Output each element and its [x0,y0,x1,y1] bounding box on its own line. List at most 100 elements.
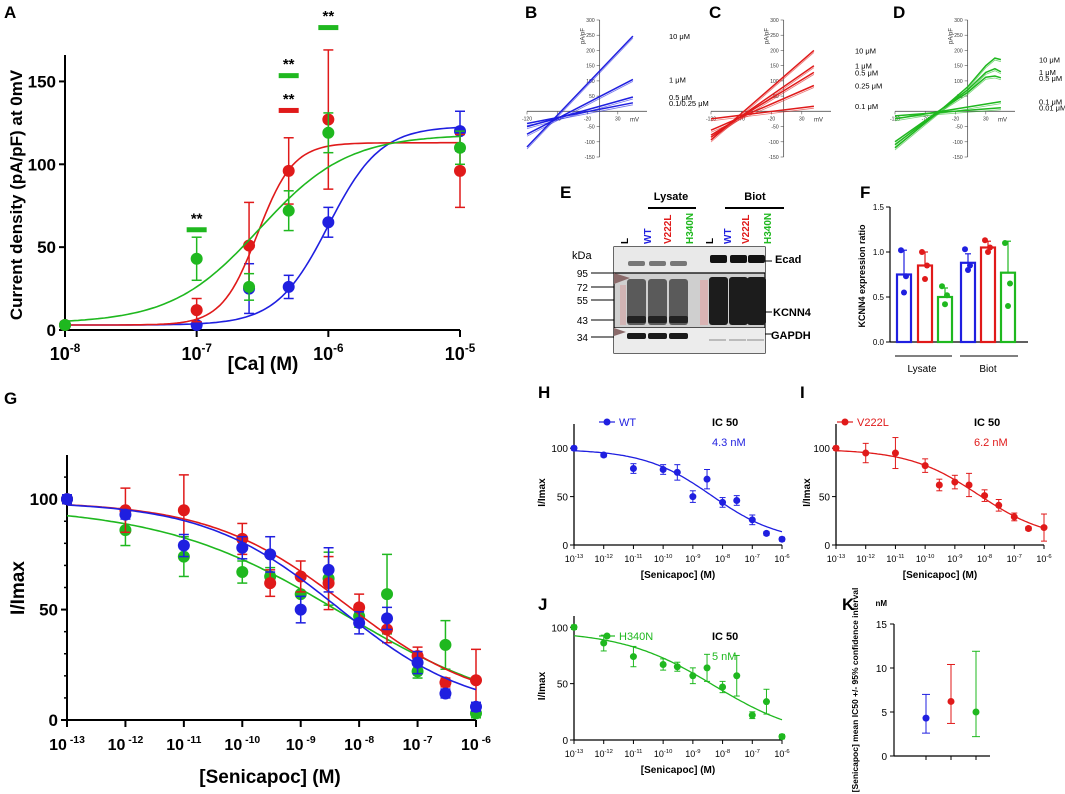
trace-label: 0.5 μM [855,68,878,77]
trace-label: 0.25 μM [855,81,882,90]
data-point [733,496,741,504]
data-point-V222L [177,504,190,517]
band-ecad [748,255,765,263]
legend-label: H340N [619,631,653,643]
band-label-gapdh: GAPDH [771,330,811,342]
x-tick-label: -70 [922,116,929,122]
data-point [995,501,1003,509]
ladder-mark [614,273,630,284]
tick-base: 10 [313,344,333,364]
data-point [629,465,637,473]
x-tick-label: 10-7 [745,749,760,759]
data-point-WT [236,541,249,554]
kda-label: kDa [572,250,592,262]
trace-label: 10 μM [1039,56,1060,65]
y-tick-label: 0 [49,711,58,730]
iv-trace-noise [526,81,634,137]
mean-point-H340N [972,708,980,716]
tick-exponent: -11 [184,735,202,746]
panel-letter-F: F [860,183,870,202]
x-tick-label: -120 [522,116,532,122]
group-label: Lysate [907,364,937,375]
ladder-lane [620,285,626,325]
replicate-point [944,292,950,299]
replicate-point [898,247,904,254]
lane-label: L [705,238,716,244]
significance-stars: ** [283,56,295,73]
significance-stars: ** [283,91,295,108]
replicate-point [982,237,988,244]
data-point [981,492,989,500]
band-ecad [730,255,747,263]
data-point [659,660,667,668]
x-tick-label: 10-8 [50,342,81,364]
band-kcnn4 [669,316,688,323]
tick-base: 10 [286,737,304,754]
y-tick-label: -100 [769,140,779,146]
band-gapdh [648,333,667,339]
data-point-WT [177,539,190,552]
ic50-title: IC 50 [974,417,1000,429]
band-ecad [710,255,727,263]
ic50-value: 6.2 nM [974,437,1008,449]
tick-base: 10 [715,554,725,564]
data-point [689,493,697,501]
data-point-V222L [282,164,295,177]
x-tick-label: 10-6 [774,749,789,759]
y-tick-label: 100 [954,79,963,85]
x-tick-label: 30 [615,116,621,122]
tick-exponent: -10 [664,749,673,755]
replicate-point [985,249,991,255]
data-point-WT [119,508,132,521]
ic50-value: 5 nM [712,651,736,663]
y-tick-label: 0 [881,752,887,763]
data-point [778,535,786,543]
y-axis-title: I/Imax [802,478,813,507]
lane-label: H340N [763,213,774,244]
replicate-point [942,301,948,308]
data-point [673,663,681,671]
marker-size-label: 95 [577,269,589,280]
x-tick-label: 10-13 [565,749,583,759]
data-point-V222L [353,601,366,614]
data-point-WT [322,563,335,576]
y-tick-label: 50 [39,601,58,620]
x-tick-label: 10-6 [1036,554,1051,564]
tick-base: 10 [745,749,755,759]
y-tick-label: 250 [770,33,779,39]
data-point [570,623,578,631]
ladder-mark [614,328,626,336]
y-tick-label: 250 [954,33,963,39]
tick-exponent: -12 [604,554,612,560]
tick-exponent: -6 [333,342,344,355]
tick-base: 10 [685,749,695,759]
x-tick-label: -20 [952,116,959,122]
fit-curve [573,635,783,721]
band-kcnn4-smear [648,279,667,325]
tick-base: 10 [1007,554,1017,564]
panel-letter-E: E [560,183,571,202]
trace-label: 1 μM [669,75,686,84]
replicate-point [1005,303,1011,309]
tick-exponent: -7 [420,735,432,746]
iv-trace-noise [894,77,1002,145]
x-tick-label: 10-5 [445,342,476,364]
tick-base: 10 [856,554,866,564]
tick-base: 10 [654,749,664,759]
band-kcnn4-smear [729,277,748,325]
tick-base: 10 [50,344,70,364]
replicate-point [962,246,968,253]
tick-exponent: -7 [755,554,760,560]
y-tick-label: 300 [770,18,779,24]
tick-base: 10 [461,737,479,754]
data-point-H340N [190,252,203,265]
y-tick-label: 50 [557,493,569,504]
data-point-WT [322,216,335,229]
data-point-WT [353,616,366,629]
tick-exponent: -6 [1046,554,1051,560]
tick-exponent: -10 [242,735,260,746]
unit-label: nM [875,599,887,608]
panel-letter-H: H [538,383,550,402]
lane-label: V222L [663,215,674,244]
iv-trace-noise [710,107,814,122]
